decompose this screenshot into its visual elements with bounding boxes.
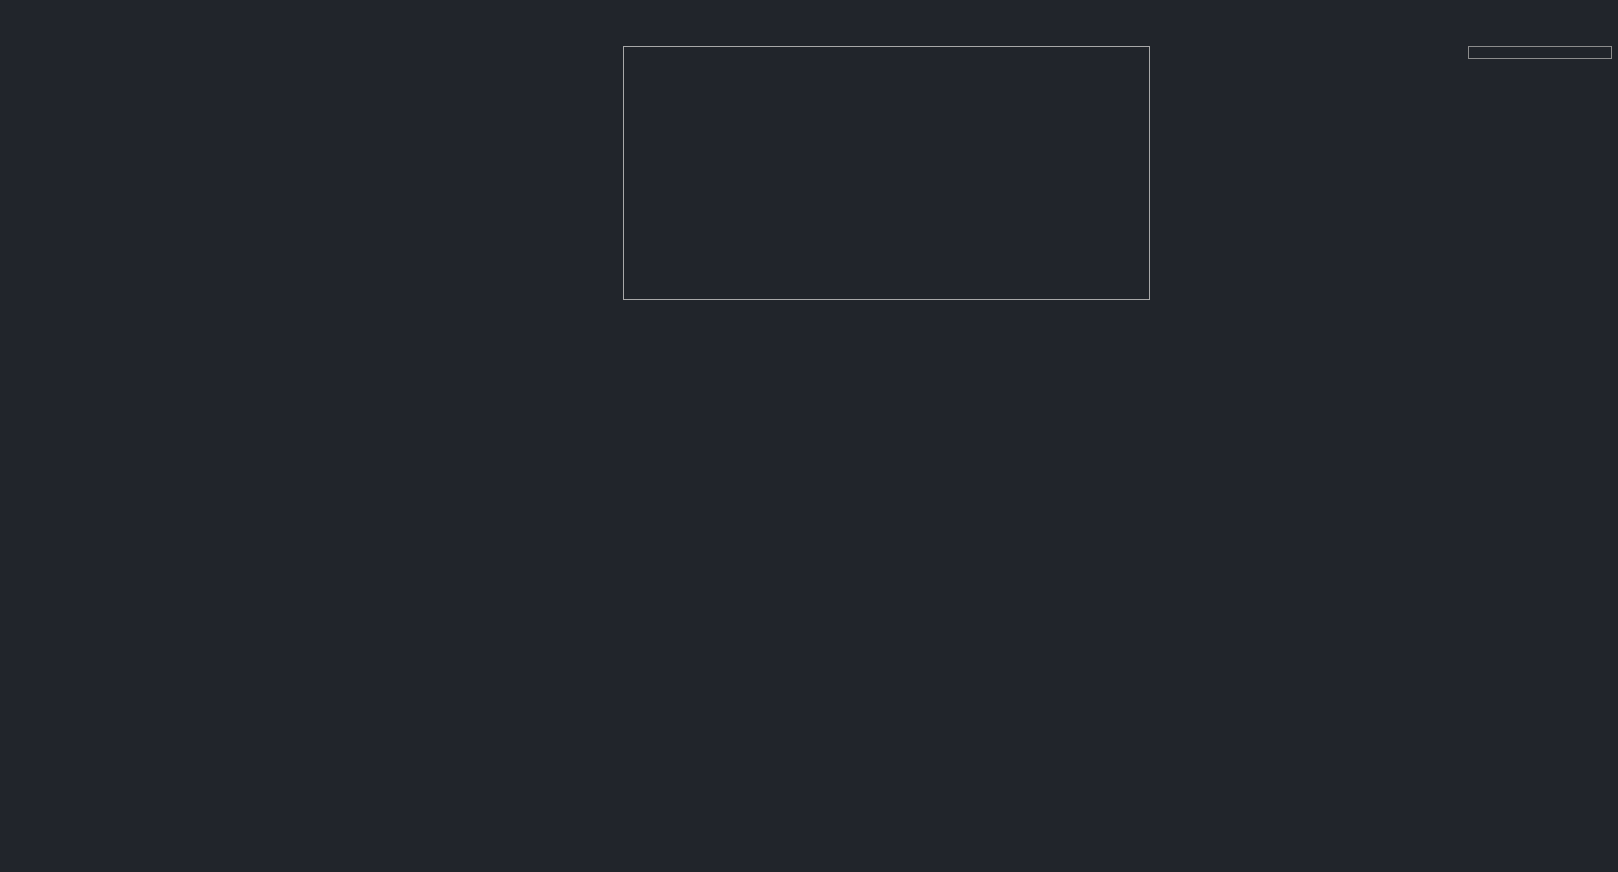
position-inset-chart bbox=[624, 47, 1149, 299]
position-inset-panel bbox=[623, 46, 1150, 300]
chart-legend bbox=[1468, 46, 1612, 59]
